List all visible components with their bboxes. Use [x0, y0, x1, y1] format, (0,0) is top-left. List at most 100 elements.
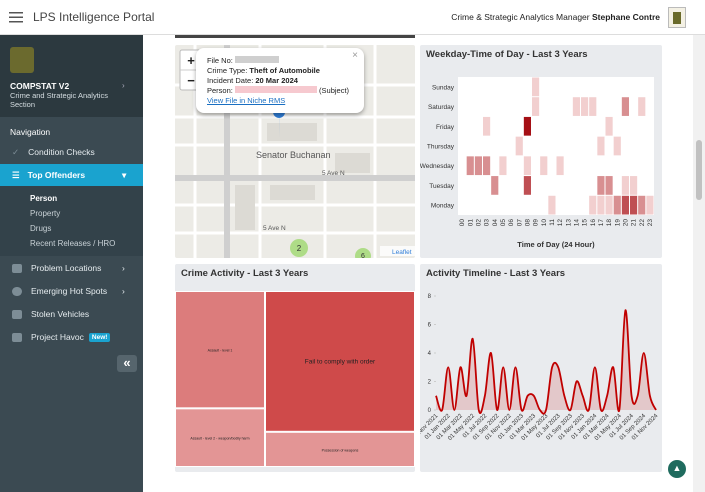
nav-label[interactable]: Project Havoc — [31, 332, 84, 342]
x-tick-label: 04 — [492, 219, 499, 227]
nav-item-active[interactable]: ☰ Top Offenders ▾ — [0, 164, 143, 186]
nav-item[interactable]: Stolen Vehicles — [0, 307, 143, 321]
y-tick-label: Tuesday — [429, 183, 454, 190]
popup-label: Crime Type: — [207, 66, 248, 75]
heat-cell — [605, 176, 613, 195]
x-tick-label: 21 — [631, 219, 638, 227]
plot-bg — [458, 77, 654, 215]
popup-label: Person: — [207, 86, 233, 95]
heat-cell — [581, 97, 589, 116]
heatmap-panel: Weekday-Time of Day - Last 3 Years Sunda… — [420, 45, 662, 258]
y-tick-label: Wednesday — [420, 163, 455, 170]
nav-item[interactable]: ✓ Condition Checks — [12, 146, 95, 158]
y-tick-label: Sunday — [432, 84, 455, 91]
heat-cell — [523, 116, 531, 136]
attribution[interactable]: Leaflet — [392, 249, 412, 256]
map-marker[interactable] — [273, 106, 286, 139]
area — [436, 310, 656, 414]
zoom-in[interactable]: + — [187, 53, 195, 68]
cluster[interactable] — [290, 239, 308, 257]
x-tick-label: 05 — [500, 219, 507, 227]
y-tick-label: Friday — [436, 124, 455, 131]
heat-cell — [540, 156, 548, 176]
nav-label[interactable]: Top Offenders — [27, 170, 86, 180]
treemap-label: Assault - level 1 — [208, 349, 233, 353]
zoom-out[interactable]: − — [187, 73, 195, 88]
heat-cell — [499, 156, 507, 176]
heat-cell — [474, 156, 482, 176]
x-tick-label: 07 — [516, 219, 523, 227]
menu-icon[interactable] — [9, 12, 23, 23]
treemap: Assault - level 1 Assault - level 2 - wea… — [175, 291, 415, 468]
badge: New! — [88, 332, 111, 342]
sub-item[interactable]: Recent Releases / HRO — [30, 239, 116, 248]
nav-item[interactable]: Emerging Hot Spots › — [0, 284, 143, 298]
sub-item[interactable]: Property — [30, 209, 61, 218]
app-title: LPS Intelligence Portal — [33, 10, 155, 24]
nav-item[interactable]: Problem Locations › — [0, 261, 143, 275]
scrollbar[interactable] — [693, 35, 705, 492]
y-tick-label: 6 — [428, 323, 432, 329]
heat-cell — [638, 97, 646, 116]
nav-item[interactable]: Project Havoc New! — [0, 330, 143, 344]
heat-cell — [605, 116, 613, 136]
heat-cell — [483, 116, 491, 136]
logo-area: COMPSTAT V2 Crime and Strategic Analytic… — [0, 35, 143, 117]
x-tick-label: 23 — [647, 219, 654, 227]
treemap-label: Fail to comply with order — [305, 358, 376, 365]
y-tick-label: Saturday — [428, 104, 455, 111]
heat-cell — [523, 176, 531, 195]
nav-label[interactable]: Emerging Hot Spots — [31, 286, 108, 296]
nav-label[interactable]: Problem Locations — [31, 263, 102, 273]
popup-close[interactable]: × — [352, 50, 358, 61]
x-tick-label: 18 — [606, 219, 613, 227]
x-tick-label: 02 — [475, 219, 482, 227]
popup-label: Incident Date: — [207, 76, 254, 85]
place-label: Senator Buchanan — [256, 150, 331, 160]
sub-item[interactable]: Person — [30, 194, 58, 203]
panel-title: Crime Activity - Last 3 Years — [181, 268, 309, 279]
section-name: Crime and Strategic Analytics Section — [10, 91, 108, 109]
x-tick-label: 11 — [549, 219, 556, 226]
heat-cell — [597, 136, 605, 156]
x-tick-label: 20 — [622, 219, 629, 227]
popup-label: File No: — [207, 56, 233, 65]
popup-value: (Subject) — [319, 86, 350, 95]
cluster-count[interactable]: 6 — [361, 253, 365, 258]
place-text: Senator Buchanan — [256, 150, 331, 160]
sub-item[interactable]: Drugs — [30, 224, 52, 233]
street-label: 5 Ave N — [263, 225, 286, 232]
y-tick-label: 0 — [428, 408, 432, 414]
panel-title: Activity Timeline - Last 3 Years — [426, 268, 566, 279]
x-tick-label: 17 — [598, 219, 605, 227]
heat-cell — [572, 97, 580, 116]
chevron[interactable]: › — [122, 81, 125, 90]
nav-label[interactable]: Stolen Vehicles — [31, 309, 90, 319]
timeline-panel: Activity Timeline - Last 3 Years 0246801… — [420, 264, 662, 472]
x-tick-label: 15 — [582, 219, 589, 227]
heat-cell — [630, 195, 638, 215]
line — [435, 309, 657, 415]
heat-cell — [605, 195, 613, 215]
tab-underline — [175, 35, 415, 38]
cluster[interactable] — [355, 248, 371, 258]
popup-link[interactable]: View File in Niche RMS — [207, 96, 286, 105]
scroll-top-button[interactable]: ▲ — [668, 460, 686, 478]
cluster-count[interactable]: 2 — [297, 244, 302, 253]
map-panel: Senator Buchanan 5 Ave N 5 Ave N 2 6 Lea… — [175, 45, 415, 258]
x-tick-label: 22 — [639, 219, 646, 227]
heat-cell — [621, 195, 629, 215]
heat-cell — [532, 97, 540, 116]
user-name[interactable]: Stephane Contre — [591, 12, 660, 22]
popup: × File No: Crime Type: Theft of Automobi… — [196, 48, 364, 113]
avatar[interactable] — [668, 7, 686, 28]
x-tick-label: 01 — [467, 219, 474, 227]
heat-cell — [589, 195, 597, 215]
nav-label[interactable]: Condition Checks — [28, 147, 95, 157]
x-tick-label: 10 — [541, 219, 548, 227]
collapse-button[interactable]: « — [117, 355, 137, 372]
heat-cell — [638, 195, 646, 215]
top-bar: LPS Intelligence Portal Crime & Strategi… — [0, 0, 705, 35]
submenu — [0, 186, 143, 256]
